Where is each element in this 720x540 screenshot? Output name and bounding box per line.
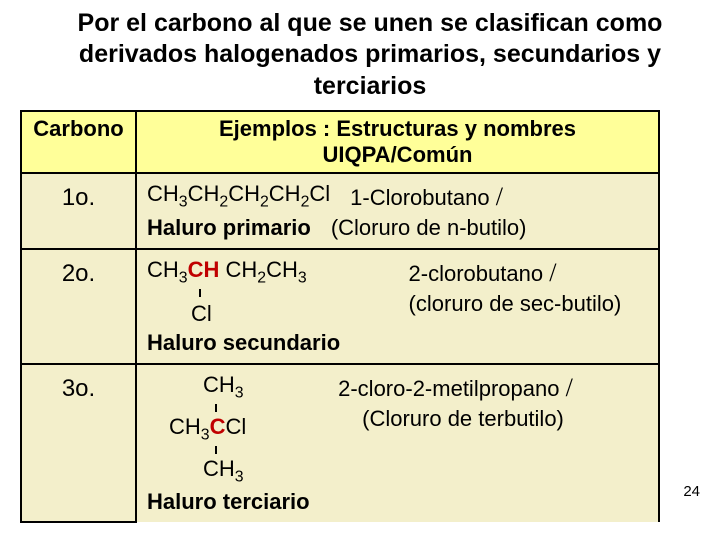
row1-formula: CH3CH2CH2CH2Cl: [147, 180, 330, 214]
slide-title: Por el carbono al que se unen se clasifi…: [0, 0, 720, 110]
table-row: 1o. CH3CH2CH2CH2Cl 1-Clorobutano / Halur…: [21, 173, 659, 249]
classification-table: Carbono Ejemplos : Estructuras y nombres…: [20, 110, 660, 524]
row1-content: CH3CH2CH2CH2Cl 1-Clorobutano / Haluro pr…: [136, 173, 659, 249]
row3-haluro: Haluro terciario: [147, 488, 650, 517]
table-row: 3o. CH3 CH3CCl CH3 2-cloro-2-metilpropan…: [21, 364, 659, 522]
header-carbono: Carbono: [21, 111, 136, 173]
row3-label: 3o.: [21, 364, 136, 522]
header-ejemplos: Ejemplos : Estructuras y nombres UIQPA/C…: [136, 111, 659, 173]
row1-haluro: Haluro primario: [147, 214, 311, 243]
row1-label-o: o.: [75, 184, 95, 211]
table-row: 2o. CH3CH CH2CH3 Cl 2-clorobutano / (clo…: [21, 249, 659, 364]
row3-content: CH3 CH3CCl CH3 2-cloro-2-metilpropano / …: [136, 364, 659, 522]
row1-label: 1o.: [21, 173, 136, 249]
table-header-row: Carbono Ejemplos : Estructuras y nombres…: [21, 111, 659, 173]
row2-label-o: o.: [75, 260, 95, 287]
row3-label-o: o.: [75, 375, 95, 402]
row2-label: 2o.: [21, 249, 136, 364]
row3-formula: CH3 CH3CCl CH3: [147, 371, 338, 488]
row3-names: 2-cloro-2-metilpropano / (Cloruro de ter…: [338, 371, 650, 488]
row1-label-num: 1: [62, 184, 75, 211]
row2-names: 2-clorobutano / (cloruro de sec-butilo): [409, 256, 650, 329]
page-number: 24: [683, 483, 700, 500]
row3-label-num: 3: [62, 375, 75, 402]
row2-content: CH3CH CH2CH3 Cl 2-clorobutano / (cloruro…: [136, 249, 659, 364]
row1-names: 1-Clorobutano /: [340, 180, 650, 214]
row2-haluro: Haluro secundario: [147, 329, 650, 358]
bond-icon: [215, 404, 217, 412]
bond-icon: [199, 289, 201, 297]
row1-common: (Cloruro de n-butilo): [321, 214, 650, 243]
row2-label-num: 2: [62, 260, 75, 287]
row2-formula: CH3CH CH2CH3 Cl: [147, 256, 409, 329]
bond-icon: [215, 446, 217, 454]
